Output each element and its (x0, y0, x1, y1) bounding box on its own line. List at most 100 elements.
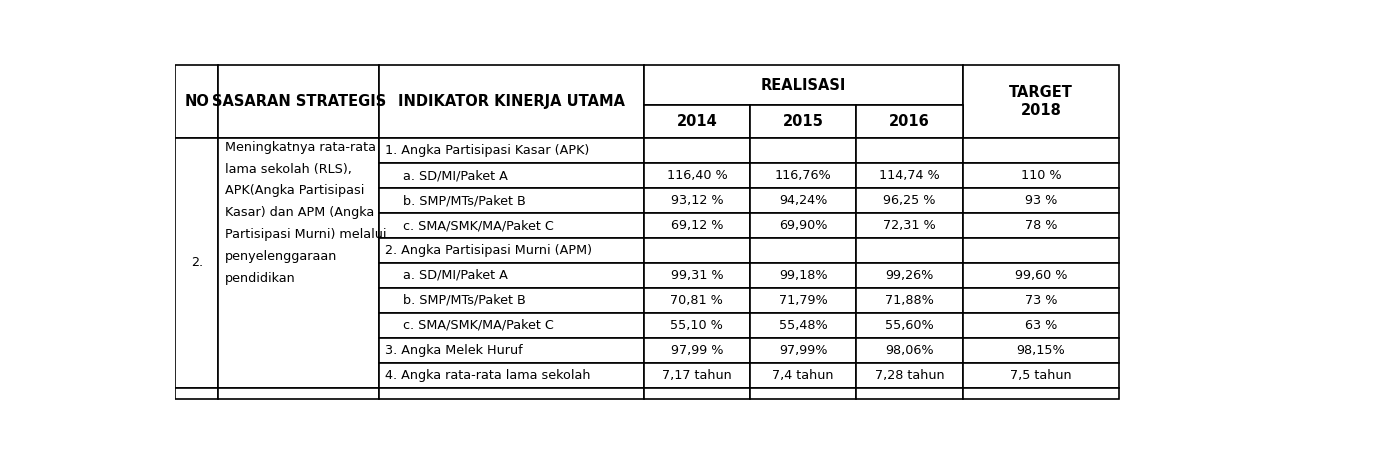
Text: 93 %: 93 % (1025, 194, 1057, 207)
Text: 2016: 2016 (889, 114, 930, 129)
Bar (963, 65, 1119, 138)
Text: 7,28 tahun: 7,28 tahun (875, 369, 945, 382)
Text: REALISASI: REALISASI (760, 78, 846, 93)
Bar (644, 163, 750, 188)
Bar (379, 65, 644, 138)
Text: 99,26%: 99,26% (885, 269, 934, 282)
Bar (750, 138, 857, 163)
Bar (379, 213, 644, 238)
Bar (379, 188, 644, 213)
Bar (644, 188, 750, 213)
Bar (857, 163, 963, 188)
Bar (963, 238, 1119, 263)
Bar (857, 288, 963, 313)
Bar (750, 263, 857, 288)
Bar (379, 388, 644, 399)
Bar (644, 313, 750, 338)
Bar (379, 263, 644, 288)
Text: a. SD/MI/Paket A: a. SD/MI/Paket A (403, 269, 508, 282)
Text: 97,99%: 97,99% (778, 344, 827, 357)
Text: 97,99 %: 97,99 % (671, 344, 724, 357)
Text: 69,90%: 69,90% (778, 219, 827, 232)
Bar (644, 363, 750, 388)
Text: 2.: 2. (190, 257, 203, 270)
Bar (857, 105, 963, 138)
Bar (963, 188, 1119, 213)
Bar (218, 65, 379, 138)
Text: 99,31 %: 99,31 % (671, 269, 724, 282)
Bar (963, 388, 1119, 399)
Bar (857, 238, 963, 263)
Text: 69,12 %: 69,12 % (671, 219, 724, 232)
Bar (963, 163, 1119, 188)
Text: 4. Angka rata-rata lama sekolah: 4. Angka rata-rata lama sekolah (385, 369, 591, 382)
Bar (963, 263, 1119, 288)
Text: 93,12 %: 93,12 % (671, 194, 724, 207)
Text: 70,81 %: 70,81 % (671, 294, 724, 307)
Bar (644, 388, 750, 399)
Text: 55,10 %: 55,10 % (671, 319, 724, 332)
Bar (750, 163, 857, 188)
Bar (750, 238, 857, 263)
Bar (857, 138, 963, 163)
Bar (379, 313, 644, 338)
Bar (218, 388, 379, 399)
Text: 99,18%: 99,18% (778, 269, 827, 282)
Bar (857, 338, 963, 363)
Bar (963, 363, 1119, 388)
Text: 2. Angka Partisipasi Murni (APM): 2. Angka Partisipasi Murni (APM) (385, 244, 592, 257)
Bar (750, 313, 857, 338)
Bar (644, 213, 750, 238)
Text: SASARAN STRATEGIS: SASARAN STRATEGIS (211, 94, 386, 109)
Text: 55,48%: 55,48% (778, 319, 827, 332)
Bar (379, 163, 644, 188)
Bar (857, 313, 963, 338)
Text: Meningkatnya rata-rata: Meningkatnya rata-rata (225, 141, 377, 153)
Bar (175, 388, 218, 399)
Bar (644, 138, 750, 163)
Text: 71,88%: 71,88% (885, 294, 934, 307)
Text: b. SMP/MTs/Paket B: b. SMP/MTs/Paket B (403, 194, 525, 207)
Bar (379, 238, 644, 263)
Text: 116,76%: 116,76% (774, 169, 832, 182)
Text: 110 %: 110 % (1021, 169, 1061, 182)
Bar (379, 138, 644, 163)
Text: 73 %: 73 % (1025, 294, 1057, 307)
Bar (750, 105, 857, 138)
Bar (750, 188, 857, 213)
Text: 96,25 %: 96,25 % (883, 194, 935, 207)
Text: 98,15%: 98,15% (1016, 344, 1065, 357)
Bar (750, 288, 857, 313)
Bar (750, 213, 857, 238)
Text: 7,17 tahun: 7,17 tahun (662, 369, 732, 382)
Bar (644, 288, 750, 313)
Bar (963, 313, 1119, 338)
Bar (750, 363, 857, 388)
Text: c. SMA/SMK/MA/Paket C: c. SMA/SMK/MA/Paket C (403, 319, 554, 332)
Text: 116,40 %: 116,40 % (666, 169, 727, 182)
Bar (857, 213, 963, 238)
Bar (379, 338, 644, 363)
Text: 7,5 tahun: 7,5 tahun (1009, 369, 1071, 382)
Text: 98,06%: 98,06% (885, 344, 934, 357)
Bar (963, 138, 1119, 163)
Text: c. SMA/SMK/MA/Paket C: c. SMA/SMK/MA/Paket C (403, 219, 554, 232)
Text: TARGET
2018: TARGET 2018 (1009, 85, 1072, 118)
Text: 71,79%: 71,79% (778, 294, 827, 307)
Text: 55,60%: 55,60% (885, 319, 934, 332)
Text: pendidikan: pendidikan (225, 272, 295, 285)
Bar (644, 338, 750, 363)
Text: 94,24%: 94,24% (778, 194, 827, 207)
Text: NO: NO (185, 94, 209, 109)
Text: 2015: 2015 (783, 114, 823, 129)
Bar (857, 263, 963, 288)
Bar (857, 188, 963, 213)
Bar (644, 238, 750, 263)
Bar (963, 213, 1119, 238)
Text: APK(Angka Partisipasi: APK(Angka Partisipasi (225, 184, 364, 197)
Bar (857, 388, 963, 399)
Text: INDIKATOR KINERJA UTAMA: INDIKATOR KINERJA UTAMA (398, 94, 624, 109)
Text: 72,31 %: 72,31 % (883, 219, 937, 232)
Bar (644, 105, 750, 138)
Text: 2014: 2014 (676, 114, 717, 129)
